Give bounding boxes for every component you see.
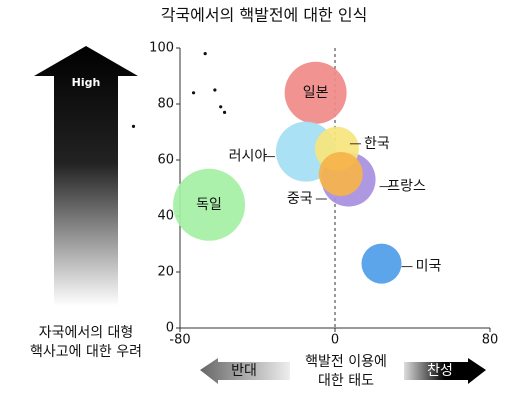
point (191, 91, 196, 95)
x-tick-label: 80 (482, 333, 499, 348)
bubble-label: 한국 (364, 136, 390, 152)
point (219, 105, 223, 109)
bubble (361, 243, 402, 284)
right-label: 찬성 (427, 363, 453, 379)
bubble (318, 152, 363, 196)
left-arrow (200, 358, 290, 384)
bubble (173, 168, 246, 241)
x-axis-label: 핵발전 이용에 (305, 354, 387, 370)
point (131, 124, 136, 128)
point (222, 110, 227, 114)
left-label: 반대 (231, 363, 257, 379)
y-axis-label: 핵사고에 대한 우려 (30, 344, 142, 360)
high-arrow (34, 46, 138, 306)
point (203, 52, 207, 56)
right-arrow (404, 358, 486, 384)
x-tick-label: -80 (169, 333, 190, 348)
y-tick-label: 20 (157, 265, 174, 280)
x-axis-label: 대한 태도 (318, 373, 374, 389)
bubble-label: 일본 (303, 85, 329, 101)
y-tick-label: 80 (157, 97, 174, 112)
y-tick-label: 100 (149, 41, 174, 56)
y-tick-label: 0 (166, 321, 174, 336)
bubble (284, 61, 347, 124)
high-label: High (72, 76, 101, 89)
point (213, 88, 217, 92)
y-axis-label: 자국에서의 대형 (39, 325, 134, 341)
x-tick-label: 0 (331, 333, 339, 348)
chart-title: 각국에서의 핵발전에 대한 인식 (161, 6, 368, 25)
bubble-label: 중국 (287, 191, 313, 207)
bubble-label: 러시아 (229, 149, 268, 165)
bubble-label: 프랑스 (387, 179, 426, 195)
bubble-label: 미국 (416, 259, 442, 275)
y-tick-label: 40 (157, 209, 174, 224)
bubble-label: 독일 (196, 197, 222, 213)
y-tick-label: 60 (157, 153, 174, 168)
